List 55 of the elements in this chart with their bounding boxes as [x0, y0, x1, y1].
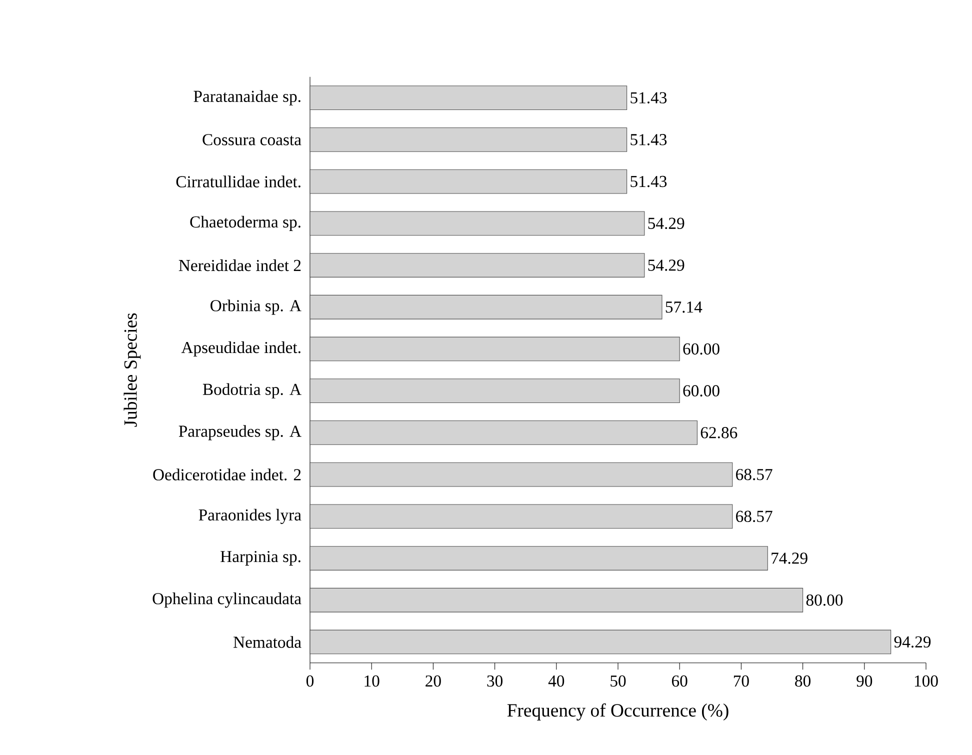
data-label: 54.29	[648, 260, 684, 271]
x-tick-label: 100	[914, 675, 938, 687]
bar	[310, 169, 628, 194]
bar	[310, 336, 680, 362]
data-label: 54.29	[648, 218, 684, 230]
data-label: 80.00	[806, 594, 843, 606]
y-tick-label: Nematoda	[234, 636, 302, 648]
y-tick-label: Paratanaidae sp.	[194, 90, 300, 106]
y-tick-label: Apseudidae indet.	[181, 341, 300, 357]
x-tick-label: 60	[672, 675, 688, 687]
bar	[310, 253, 645, 278]
bar	[310, 504, 733, 529]
data-label: 51.43	[630, 92, 667, 104]
x-tick-label: 10	[364, 675, 380, 687]
y-tick-label: Parapseudes sp. A	[178, 425, 302, 440]
x-tick-label: 90	[856, 675, 872, 687]
y-tick-label: Chaetoderma sp.	[190, 216, 300, 231]
bar	[310, 294, 662, 320]
bar	[310, 588, 804, 612]
x-tick-label: 0	[306, 675, 314, 687]
y-tick-label: Nereididae indet 2	[178, 259, 301, 272]
y-tick-label: Cirratullidae indet.	[176, 176, 300, 188]
bar	[310, 128, 628, 152]
x-tick-label: 40	[548, 675, 564, 687]
y-tick-label: Orbinia sp. A	[210, 300, 302, 315]
x-axis-title: Frequency of Occurrence (%)	[507, 703, 728, 721]
data-label: 57.14	[666, 302, 702, 313]
y-tick-label: Harpinia sp.	[220, 550, 300, 566]
y-axis-title: Jubilee Species	[124, 313, 141, 427]
bar	[310, 211, 645, 236]
bar	[310, 420, 698, 445]
y-tick-label: Bodotria sp. A	[202, 383, 302, 398]
bar	[310, 630, 892, 654]
y-tick-label: Cossura coasta	[202, 134, 302, 146]
bar	[310, 546, 768, 570]
data-label: 51.43	[630, 134, 667, 146]
data-label: 94.29	[894, 636, 931, 648]
x-tick-label: 80	[795, 675, 810, 687]
data-label: 62.86	[700, 427, 738, 438]
data-label: 51.43	[630, 176, 667, 188]
bar	[310, 462, 733, 487]
data-label: 68.57	[736, 468, 772, 480]
bar	[310, 378, 680, 404]
bar	[310, 86, 628, 110]
x-tick-label: 50	[610, 675, 626, 687]
y-tick-label: Oedicerotidae indet. 2	[153, 468, 301, 480]
x-tick-label: 20	[426, 675, 441, 687]
x-tick-label: 30	[487, 675, 502, 687]
x-tick-label: 70	[734, 675, 749, 687]
data-label: 60.00	[683, 385, 720, 396]
data-label: 68.57	[736, 510, 772, 522]
data-label: 60.00	[683, 343, 720, 355]
y-tick-label: Ophelina cylincaudata	[152, 592, 302, 608]
y-tick-label: Paraonides lyra	[198, 508, 302, 524]
data-label: 74.29	[772, 552, 808, 564]
